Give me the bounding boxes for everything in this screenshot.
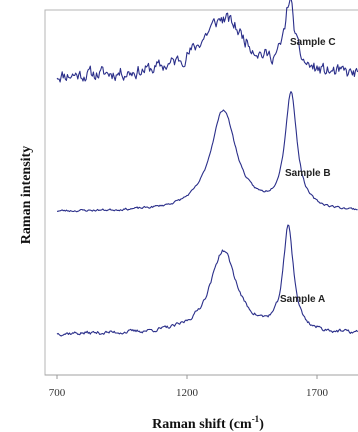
series-line-sample-c (56, 0, 358, 83)
series-label-sample-a: Sample A (280, 294, 325, 305)
series-label-sample-b: Sample B (285, 168, 331, 179)
x-tick-label: 1200 (176, 387, 199, 399)
series-line-sample-a (56, 224, 358, 337)
x-axis-title-sup: -1 (252, 414, 260, 424)
x-tick-label: 1700 (306, 387, 329, 399)
plot-frame (44, 9, 358, 376)
sample-labels: Sample C Sample B Sample A (280, 37, 336, 305)
y-axis-title: Raman intensity (19, 146, 34, 244)
x-tick-label: 700 (49, 387, 66, 399)
x-ticks: 700 1200 1700 (49, 375, 329, 399)
series-label-sample-c: Sample C (290, 37, 336, 48)
spectra-traces (56, 0, 358, 337)
series-line-sample-b (57, 91, 358, 213)
x-axis-title: Raman shift (cm-1) (152, 414, 264, 432)
x-axis-title-close: ) (259, 417, 264, 432)
x-axis-title-main: Raman shift (cm (152, 417, 252, 432)
